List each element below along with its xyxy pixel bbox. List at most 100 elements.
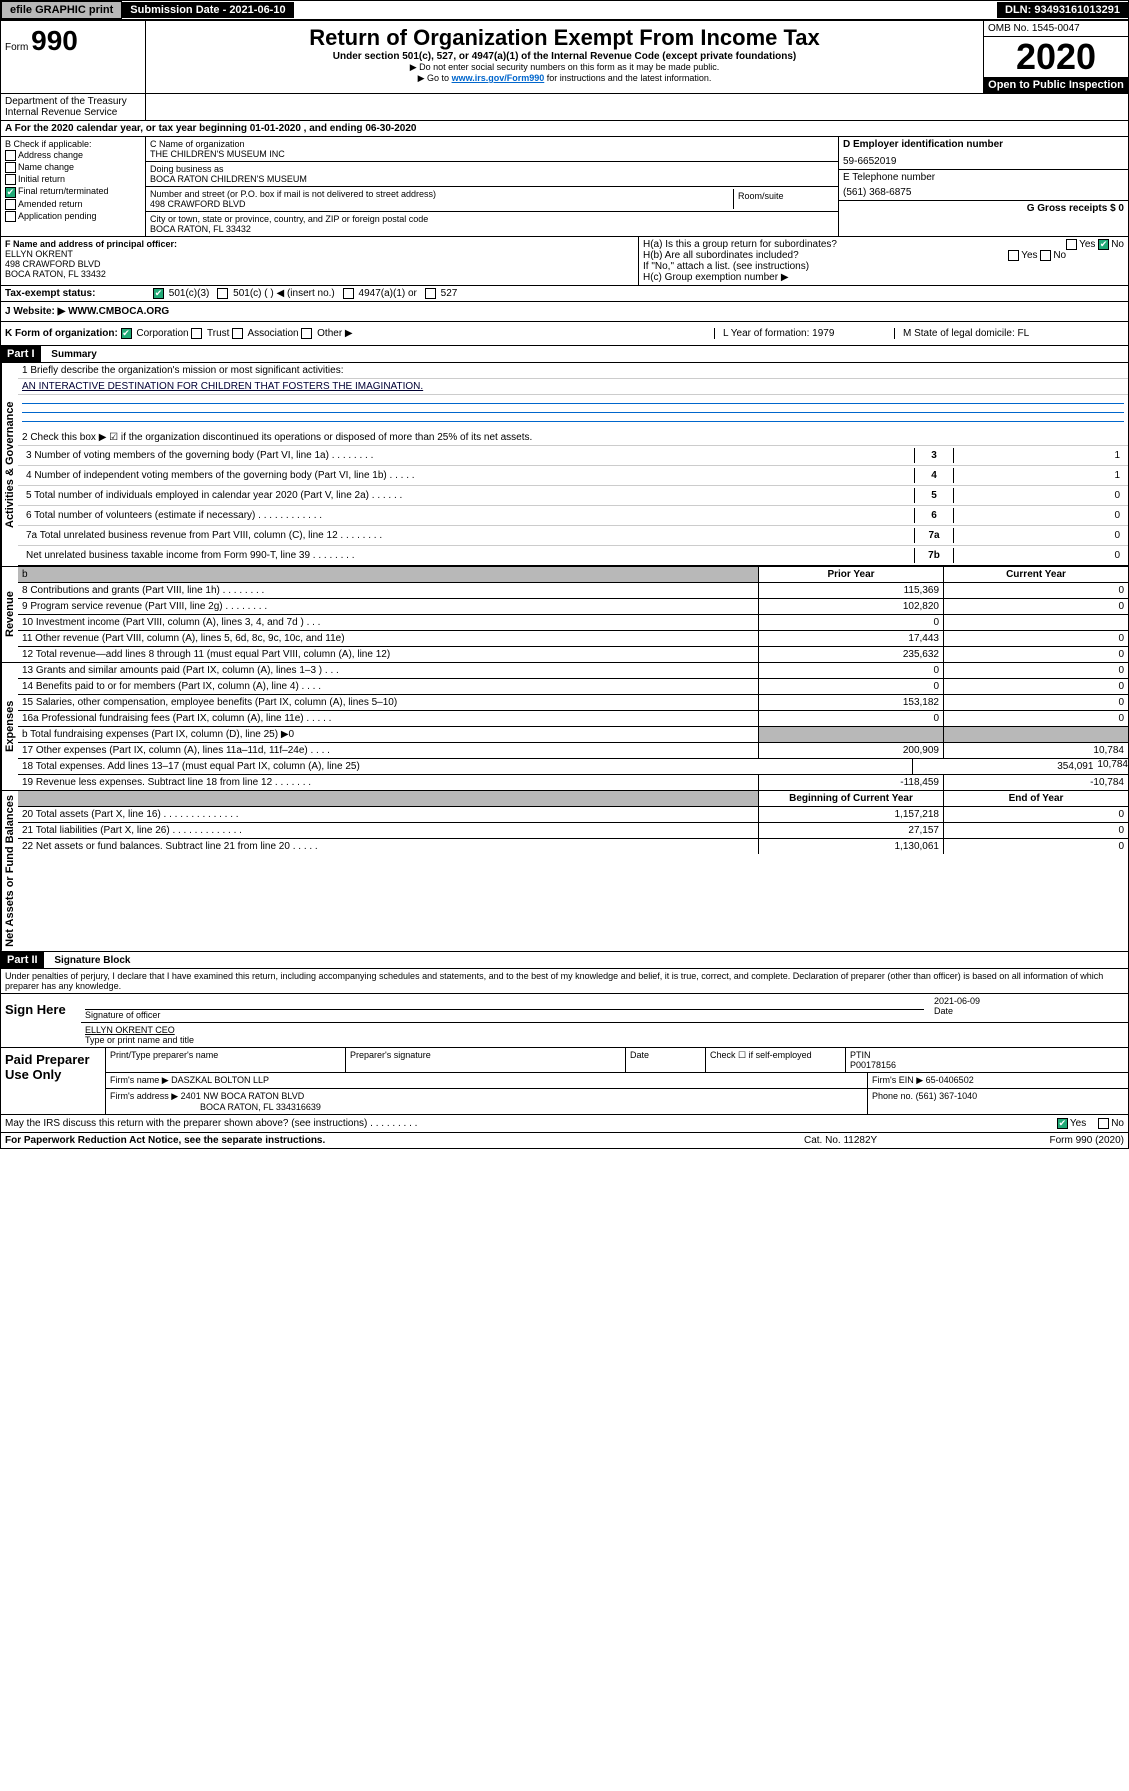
cb-501c[interactable]: 501(c) ( ) ◀ (insert no.) [217,288,334,299]
header-row: Form 990 Return of Organization Exempt F… [1,21,1128,94]
net-hdr: Beginning of Current YearEnd of Year [18,791,1128,807]
k-left: K Form of organization: ✔ Corporation Tr… [5,328,714,339]
tax-year-line: A For the 2020 calendar year, or tax yea… [1,121,1128,137]
goto-link[interactable]: www.irs.gov/Form990 [452,73,545,83]
part2-badge: Part II [1,952,44,968]
expenses-section: Expenses 13 Grants and similar amounts p… [1,663,1128,791]
cb-address-change[interactable]: Address change [5,150,141,161]
line-19: 19 Revenue less expenses. Subtract line … [18,775,1128,790]
officer-addr1: 498 CRAWFORD BLVD [5,259,634,269]
line-9: 9 Program service revenue (Part VIII, li… [18,599,1128,615]
hb-line: H(b) Are all subordinates included? Yes … [643,250,1124,261]
d-label: D Employer identification number [843,139,1124,150]
dba-cell: Doing business as BOCA RATON CHILDREN'S … [146,162,838,187]
city-label: City or town, state or province, country… [150,214,834,224]
dln: DLN: 93493161013291 [997,2,1128,18]
g-label: G Gross receipts $ 0 [843,203,1124,214]
tax-status-row: Tax-exempt status: ✔ 501(c)(3) 501(c) ( … [1,286,1128,302]
website-row: J Website: ▶ WWW.CMBOCA.ORG [1,302,1128,322]
officer-cell: F Name and address of principal officer:… [1,237,638,285]
line-8: 8 Contributions and grants (Part VIII, l… [18,583,1128,599]
line-16b: b Total fundraising expenses (Part IX, c… [18,727,1128,743]
address-row: Number and street (or P.O. box if mail i… [146,187,838,212]
cb-other[interactable]: Other ▶ [301,328,352,339]
pra-notice: For Paperwork Reduction Act Notice, see … [5,1135,804,1146]
ha-line: H(a) Is this a group return for subordin… [643,239,1124,250]
sig-typed-line: ELLYN OKRENT CEO Type or print name and … [81,1023,1128,1047]
street-cell: Number and street (or P.O. box if mail i… [150,189,734,209]
cb-name-change[interactable]: Name change [5,162,141,173]
perjury-text: Under penalties of perjury, I declare th… [1,969,1128,994]
form-title: Return of Organization Exempt From Incom… [150,25,979,51]
title-cell: Return of Organization Exempt From Incom… [146,21,983,93]
line-2: 2 Check this box ▶ ☑ if the organization… [18,430,1128,446]
phone: (561) 368-6875 [843,187,1124,198]
line-5: 5 Total number of individuals employed i… [18,486,1128,506]
city: BOCA RATON, FL 33432 [150,224,834,234]
governance-section: Activities & Governance 1 Briefly descri… [1,363,1128,567]
mission-q: 1 Briefly describe the organization's mi… [18,363,1128,379]
goto-pre: ▶ Go to [418,73,452,83]
goto-line: ▶ Go to www.irs.gov/Form990 for instruct… [150,73,979,84]
j-label: J Website: ▶ [5,306,65,317]
cb-527[interactable]: 527 [425,288,457,299]
cb-trust[interactable]: Trust [191,328,229,339]
line-21: 21 Total liabilities (Part X, line 26) .… [18,823,1128,839]
submission-date: Submission Date - 2021-06-10 [122,2,293,18]
cb-4947[interactable]: 4947(a)(1) or [343,288,417,299]
hc-line: H(c) Group exemption number ▶ [643,272,1124,283]
mission-text: AN INTERACTIVE DESTINATION FOR CHILDREN … [18,379,1128,395]
rot-revenue: Revenue [1,567,18,662]
line-22: 22 Net assets or fund balances. Subtract… [18,839,1128,854]
paid-line-2: Firm's name ▶ DASZKAL BOLTON LLP Firm's … [106,1073,1128,1089]
discuss-yes[interactable]: ✔Yes [1057,1118,1086,1129]
line-18: 18 Total expenses. Add lines 13–17 (must… [18,759,1128,775]
phone-cell: E Telephone number (561) 368-6875 [839,170,1128,201]
entity-row: B Check if applicable: Address change Na… [1,137,1128,237]
cb-amended[interactable]: Amended return [5,199,141,210]
sign-here-label: Sign Here [1,994,81,1047]
rot-governance: Activities & Governance [1,363,18,566]
line-6: 6 Total number of volunteers (estimate i… [18,506,1128,526]
line-20: 20 Total assets (Part X, line 16) . . . … [18,807,1128,823]
dba-label: Doing business as [150,164,834,174]
goto-post: for instructions and the latest informat… [544,73,711,83]
street: 498 CRAWFORD BLVD [150,199,733,209]
net-assets-section: Net Assets or Fund Balances Beginning of… [1,791,1128,952]
part2-title: Signature Block [46,953,138,968]
form-prefix: Form [5,42,28,53]
officer-name: ELLYN OKRENT [5,249,634,259]
cb-initial-return[interactable]: Initial return [5,174,141,185]
line-17: 17 Other expenses (Part IX, column (A), … [18,743,1128,759]
cb-corp[interactable]: ✔ Corporation [121,328,189,339]
m-state: M State of legal domicile: FL [894,328,1124,339]
cb-501c3[interactable]: ✔ 501(c)(3) [153,288,209,299]
dept-row: Department of the Treasury Internal Reve… [1,94,1128,121]
website-url: WWW.CMBOCA.ORG [68,306,169,317]
footer-row: For Paperwork Reduction Act Notice, see … [1,1133,1128,1148]
hb-note: If "No," attach a list. (see instruction… [643,261,1124,272]
discuss-row: May the IRS discuss this return with the… [1,1115,1128,1133]
right-column: D Employer identification number 59-6652… [838,137,1128,236]
discuss-text: May the IRS discuss this return with the… [5,1118,1057,1129]
cb-assoc[interactable]: Association [232,328,298,339]
dba: BOCA RATON CHILDREN'S MUSEUM [150,174,834,184]
part1-title: Summary [43,347,105,362]
k-row: K Form of organization: ✔ Corporation Tr… [1,322,1128,346]
paid-label: Paid Preparer Use Only [1,1048,106,1114]
f-label: F Name and address of principal officer: [5,239,634,249]
dept-treasury: Department of the Treasury Internal Reve… [1,94,146,120]
paid-line-1: Print/Type preparer's name Preparer's si… [106,1048,1128,1073]
line-10: 10 Investment income (Part VIII, column … [18,615,1128,631]
line-14: 14 Benefits paid to or for members (Part… [18,679,1128,695]
discuss-no[interactable]: No [1098,1118,1124,1129]
room-label: Room/suite [734,189,834,209]
form-ref: Form 990 (2020) [984,1135,1124,1146]
omb-cell: OMB No. 1545-0047 2020 Open to Public In… [983,21,1128,93]
cb-final-return[interactable]: ✔Final return/terminated [5,186,141,197]
cb-application[interactable]: Application pending [5,211,141,222]
subtitle-2: ▶ Do not enter social security numbers o… [150,62,979,73]
rot-net: Net Assets or Fund Balances [1,791,18,951]
efile-btn[interactable]: efile GRAPHIC print [1,1,122,19]
form-number-cell: Form 990 [1,21,146,93]
